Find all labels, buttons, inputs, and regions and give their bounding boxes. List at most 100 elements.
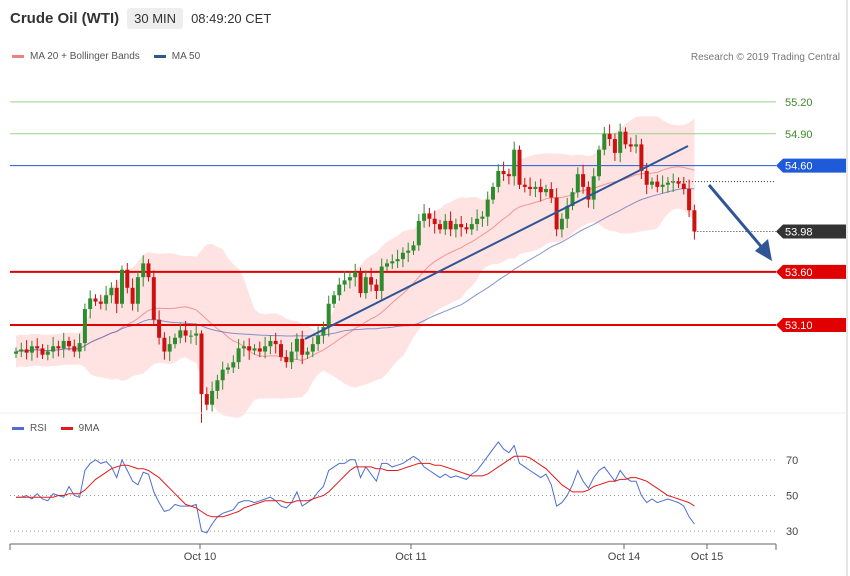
candle-body	[61, 340, 66, 349]
forecast-arrow-head	[755, 239, 772, 261]
candle-body	[151, 277, 156, 320]
candle-body	[82, 309, 87, 344]
candle-body	[241, 346, 246, 349]
candle-body	[40, 348, 45, 355]
candle-body	[559, 218, 564, 230]
candle-body	[618, 131, 623, 153]
candle-body	[173, 337, 177, 345]
candle-body	[650, 181, 654, 185]
candle-body	[469, 224, 474, 230]
x-tick-label-2: Oct 14	[608, 551, 640, 563]
rsi-ma9-line	[16, 455, 695, 518]
candle-body	[72, 346, 77, 352]
candle-body	[459, 224, 464, 228]
x-tick-label-3: Oct 15	[691, 551, 723, 563]
candle-body	[464, 227, 469, 230]
candle-body	[93, 298, 98, 302]
rsi-tick-50: 50	[786, 490, 798, 502]
candle-body	[681, 183, 686, 189]
legend-rsi-label: RSI	[30, 423, 47, 434]
candle-body	[321, 327, 326, 336]
candle-body	[35, 346, 40, 349]
candle-body	[77, 343, 82, 352]
candle-body	[597, 149, 601, 177]
candle-body	[655, 181, 660, 187]
candle-body	[45, 351, 50, 355]
candle-body	[29, 346, 34, 353]
candle-body	[485, 199, 490, 217]
candle-body	[56, 346, 61, 349]
rsi-line	[16, 441, 695, 534]
candle-body	[289, 351, 294, 363]
candle-body	[51, 346, 56, 352]
candle-body	[575, 174, 580, 193]
candle-body	[692, 210, 697, 232]
candle-body	[284, 356, 289, 363]
candle-body	[538, 186, 543, 193]
candle-body	[379, 266, 384, 291]
candle-body	[554, 197, 559, 230]
copyright-note: Research © 2019 Trading Central	[690, 52, 840, 63]
trend-line	[304, 145, 689, 340]
candle-body	[162, 337, 167, 352]
candle-body	[453, 224, 458, 230]
candle-body	[194, 333, 199, 336]
candle-body	[438, 224, 442, 230]
instrument-title: Crude Oil (WTI)	[10, 9, 120, 27]
9ma-swatch	[60, 427, 73, 430]
candle-body	[612, 139, 617, 153]
candle-body	[263, 346, 268, 352]
candle-body	[358, 271, 363, 294]
ma50-line	[15, 188, 695, 353]
candle-body	[570, 192, 575, 206]
candle-body	[665, 182, 670, 185]
candle-body	[676, 181, 681, 184]
right-frame	[846, 0, 848, 576]
candle-body	[279, 344, 283, 357]
candle-body	[247, 346, 252, 351]
candle-body	[332, 295, 336, 304]
candle-body	[141, 263, 146, 278]
candle-body	[157, 319, 162, 338]
candle-body	[204, 394, 209, 405]
candle-body	[178, 330, 183, 338]
current-price-label: 53.98	[785, 227, 813, 239]
candle-body	[475, 218, 480, 225]
candle-body	[491, 186, 495, 200]
candle-body	[220, 369, 225, 381]
current-price-badge	[776, 224, 846, 239]
candle-body	[294, 338, 299, 352]
candle-body	[88, 298, 93, 310]
candle-body	[215, 380, 220, 391]
candle-body	[628, 144, 633, 147]
candle-body	[310, 344, 315, 352]
candle-body	[623, 131, 628, 145]
candle-body	[506, 174, 511, 177]
candle-body	[422, 213, 427, 221]
candle-body	[448, 220, 453, 230]
candle-body	[226, 367, 230, 370]
candle-body	[400, 252, 405, 260]
legend-rsi: RSI	[12, 423, 47, 434]
legend-bollinger: MA 20 + Bollinger Bands	[12, 51, 140, 62]
ma20-line	[15, 166, 695, 362]
forecast-arrow-shaft	[707, 184, 767, 252]
candle-body	[268, 340, 273, 347]
rsi-tick-70: 70	[786, 455, 798, 467]
candle-body	[544, 189, 548, 193]
timeframe-badge[interactable]: 30 MIN	[127, 7, 184, 29]
level-label-blue: 54.60	[785, 161, 813, 173]
candle-body	[374, 284, 379, 291]
candle-body	[522, 184, 527, 187]
candle-body	[591, 176, 596, 200]
candle-body	[109, 287, 114, 296]
candle-body	[210, 390, 215, 405]
candle-body	[231, 362, 236, 368]
legend-9ma: 9MA	[60, 423, 99, 434]
x-tick-label-1: Oct 11	[395, 551, 427, 563]
candle-body	[586, 186, 591, 200]
candle-body	[146, 263, 151, 278]
candle-body	[602, 133, 607, 150]
candle-body	[236, 348, 241, 363]
candle-body	[188, 335, 193, 337]
